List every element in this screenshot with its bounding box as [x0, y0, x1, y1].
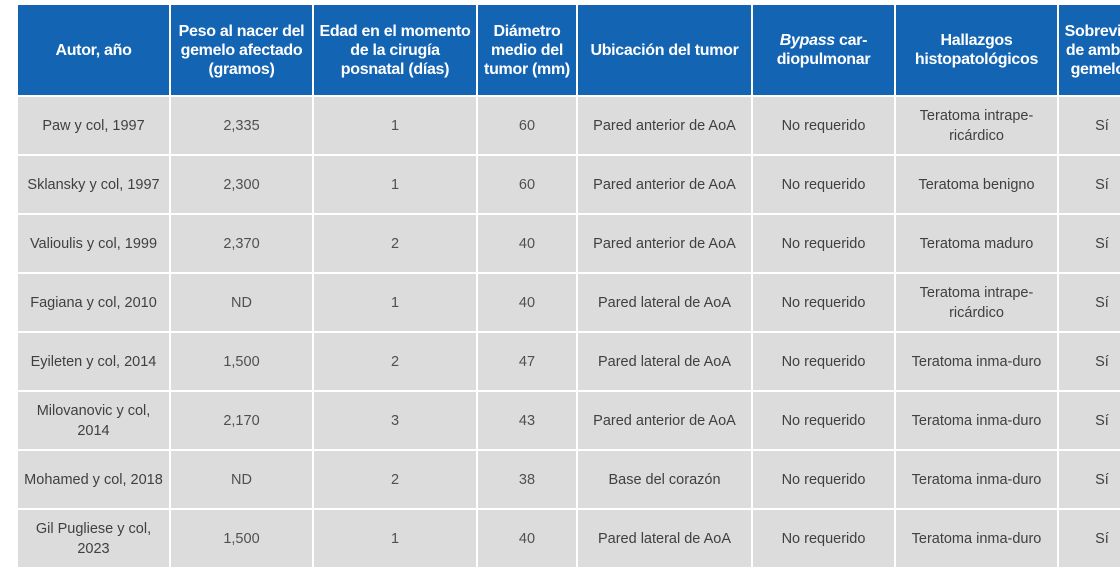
cell-histopathology: Teratoma intrape-ricárdico — [896, 97, 1057, 154]
cell-histopathology: Teratoma inma-duro — [896, 451, 1057, 508]
header-tumor-location: Ubicación del tumor — [578, 5, 751, 95]
cell-tumor-diameter: 60 — [478, 97, 576, 154]
table-row: Gil Pugliese y col, 2023 1,500 1 40 Pared la… — [18, 510, 1120, 567]
table-row: Paw y col, 1997 2,335 1 60 Pared anterior de… — [18, 97, 1120, 154]
cell-birth-weight: 2,335 — [171, 97, 312, 154]
cell-age-at-surgery: 1 — [314, 97, 476, 154]
table-body: Paw y col, 1997 2,335 1 60 Pared anterior de… — [18, 97, 1120, 567]
cell-survival: Sí — [1059, 333, 1120, 390]
cell-histopathology: Teratoma maduro — [896, 215, 1057, 272]
cell-tumor-diameter: 40 — [478, 274, 576, 331]
cell-survival: Sí — [1059, 392, 1120, 449]
cell-bypass: No requerido — [753, 215, 894, 272]
cell-birth-weight: 2,170 — [171, 392, 312, 449]
header-author: Autor, año — [18, 5, 169, 95]
cell-bypass: No requerido — [753, 333, 894, 390]
cell-age-at-surgery: 2 — [314, 333, 476, 390]
cell-tumor-location: Base del corazón — [578, 451, 751, 508]
cell-tumor-location: Pared lateral de AoA — [578, 274, 751, 331]
cell-tumor-location: Pared anterior de AoA — [578, 215, 751, 272]
cell-tumor-diameter: 40 — [478, 215, 576, 272]
cell-birth-weight: ND — [171, 274, 312, 331]
header-tumor-diameter: Diámetro medio del tumor (mm) — [478, 5, 576, 95]
cell-bypass: No requerido — [753, 510, 894, 567]
cell-tumor-location: Pared anterior de AoA — [578, 97, 751, 154]
cell-tumor-location: Pared anterior de AoA — [578, 156, 751, 213]
cell-bypass: No requerido — [753, 274, 894, 331]
table-row: Fagiana y col, 2010 ND 1 40 Pared lateral de… — [18, 274, 1120, 331]
cell-tumor-diameter: 43 — [478, 392, 576, 449]
cell-birth-weight: 1,500 — [171, 333, 312, 390]
cell-age-at-surgery: 1 — [314, 510, 476, 567]
cell-bypass: No requerido — [753, 97, 894, 154]
cell-bypass: No requerido — [753, 156, 894, 213]
cell-birth-weight: 1,500 — [171, 510, 312, 567]
cell-tumor-location: Pared lateral de AoA — [578, 510, 751, 567]
cell-author: Paw y col, 1997 — [18, 97, 169, 154]
cell-bypass: No requerido — [753, 392, 894, 449]
cell-histopathology: Teratoma inma-duro — [896, 333, 1057, 390]
table-header-row: Autor, año Peso al nacer del gemelo afec… — [18, 5, 1120, 95]
table-container: Autor, año Peso al nacer del gemelo afec… — [16, 3, 1120, 569]
cell-author: Eyileten y col, 2014 — [18, 333, 169, 390]
surgical-cases-table: Autor, año Peso al nacer del gemelo afec… — [16, 3, 1120, 569]
cell-survival: Sí — [1059, 510, 1120, 567]
cell-author: Sklansky y col, 1997 — [18, 156, 169, 213]
table-row: Milovanovic y col, 2014 2,170 3 43 Pared ant… — [18, 392, 1120, 449]
cell-birth-weight: 2,300 — [171, 156, 312, 213]
cell-survival: Sí — [1059, 97, 1120, 154]
cell-author: Gil Pugliese y col, 2023 — [18, 510, 169, 567]
cell-survival: Sí — [1059, 215, 1120, 272]
cell-birth-weight: 2,370 — [171, 215, 312, 272]
table-row: Eyileten y col, 2014 1,500 2 47 Pared latera… — [18, 333, 1120, 390]
cell-author: Valioulis y col, 1999 — [18, 215, 169, 272]
cell-survival: Sí — [1059, 274, 1120, 331]
cell-age-at-surgery: 2 — [314, 215, 476, 272]
cell-histopathology: Teratoma benigno — [896, 156, 1057, 213]
header-survival: Sobrevida de ambos gemelos — [1059, 5, 1120, 95]
header-age-at-surgery: Edad en el momento de la cirugía posnata… — [314, 5, 476, 95]
cell-tumor-location: Pared anterior de AoA — [578, 392, 751, 449]
cell-author: Fagiana y col, 2010 — [18, 274, 169, 331]
cell-age-at-surgery: 3 — [314, 392, 476, 449]
table-row: Mohamed y col, 2018 ND 2 38 Base del corazón… — [18, 451, 1120, 508]
table-row: Sklansky y col, 1997 2,300 1 60 Pared anteri… — [18, 156, 1120, 213]
header-bypass-italic: Bypass — [779, 32, 835, 49]
cell-tumor-diameter: 38 — [478, 451, 576, 508]
cell-tumor-location: Pared lateral de AoA — [578, 333, 751, 390]
cell-tumor-diameter: 40 — [478, 510, 576, 567]
cell-author: Milovanovic y col, 2014 — [18, 392, 169, 449]
header-histopathology: Hallazgos histopatológicos — [896, 5, 1057, 95]
cell-survival: Sí — [1059, 156, 1120, 213]
cell-histopathology: Teratoma intrape-ricárdico — [896, 274, 1057, 331]
header-birth-weight: Peso al nacer del gemelo afectado (gramo… — [171, 5, 312, 95]
cell-bypass: No requerido — [753, 451, 894, 508]
cell-author: Mohamed y col, 2018 — [18, 451, 169, 508]
cell-survival: Sí — [1059, 451, 1120, 508]
cell-histopathology: Teratoma inma-duro — [896, 392, 1057, 449]
cell-age-at-surgery: 1 — [314, 156, 476, 213]
cell-tumor-diameter: 60 — [478, 156, 576, 213]
cell-histopathology: Teratoma inma-duro — [896, 510, 1057, 567]
cell-age-at-surgery: 2 — [314, 451, 476, 508]
header-bypass-rest: car-diopulmonar — [776, 32, 871, 68]
header-bypass: Bypass car-diopulmonar — [753, 5, 894, 95]
table-row: Valioulis y col, 1999 2,370 2 40 Pared anter… — [18, 215, 1120, 272]
cell-tumor-diameter: 47 — [478, 333, 576, 390]
cell-age-at-surgery: 1 — [314, 274, 476, 331]
cell-birth-weight: ND — [171, 451, 312, 508]
